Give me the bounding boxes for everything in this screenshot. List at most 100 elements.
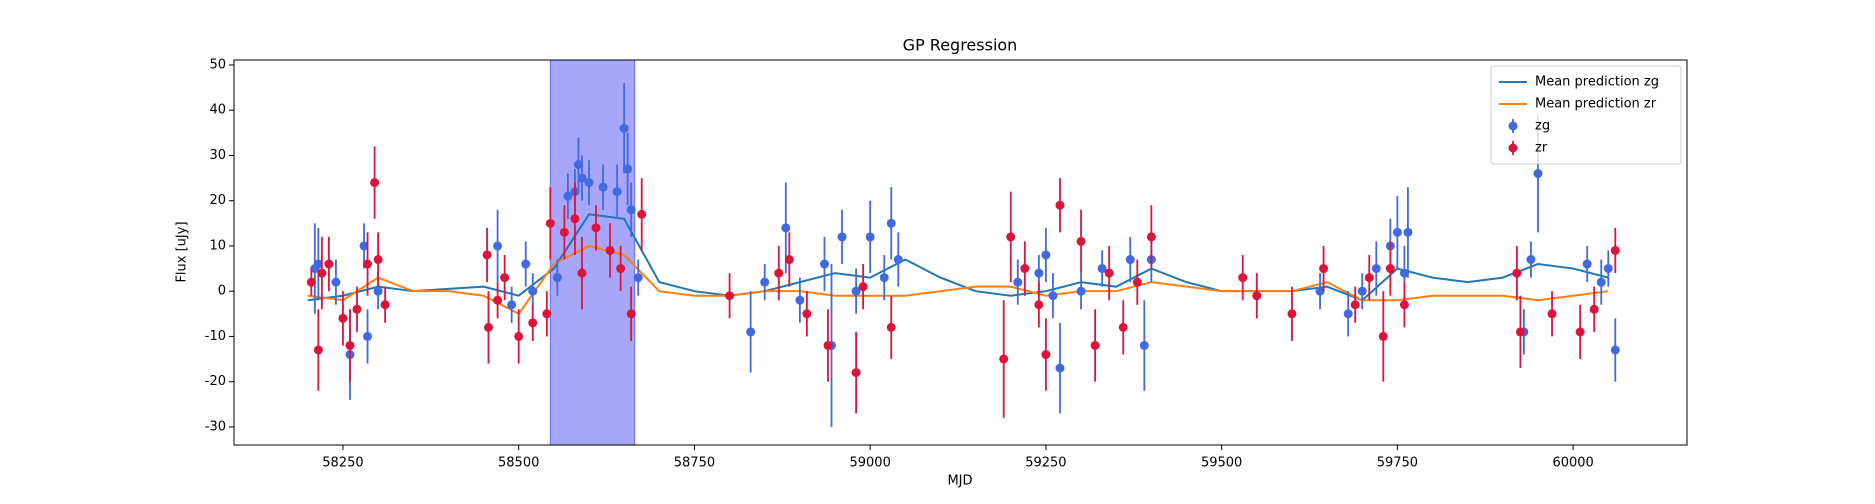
data-point <box>493 295 503 305</box>
data-point <box>577 268 587 278</box>
data-point <box>345 340 355 350</box>
data-point <box>879 273 889 283</box>
data-point <box>313 259 323 269</box>
data-point <box>483 322 493 332</box>
data-point <box>784 255 794 265</box>
data-point <box>1533 169 1543 179</box>
data-point <box>1104 268 1114 278</box>
data-point <box>1610 345 1620 355</box>
data-point <box>545 218 555 228</box>
data-point <box>616 264 626 274</box>
data-point <box>352 304 362 314</box>
legend-swatch <box>1508 143 1518 153</box>
data-point <box>573 160 583 170</box>
data-point <box>1589 304 1599 314</box>
data-point <box>893 255 903 265</box>
data-point <box>324 259 334 269</box>
data-point <box>886 322 896 332</box>
data-point <box>1547 309 1557 319</box>
y-tick-label: 30 <box>209 148 226 163</box>
data-point <box>725 291 735 301</box>
data-point <box>380 300 390 310</box>
data-point <box>370 178 380 188</box>
x-tick-label: 59500 <box>1201 456 1242 471</box>
data-point <box>626 309 636 319</box>
data-point <box>521 259 531 269</box>
y-tick-label: -10 <box>205 329 226 344</box>
legend-box <box>1490 65 1682 165</box>
data-point <box>1034 300 1044 310</box>
y-tick-label: -30 <box>205 419 226 434</box>
data-point <box>605 245 615 255</box>
data-point <box>612 187 622 197</box>
data-point <box>1020 264 1030 274</box>
data-point <box>1090 340 1100 350</box>
data-point <box>1076 286 1086 296</box>
data-point <box>552 273 562 283</box>
data-point <box>819 259 829 269</box>
legend-swatch <box>1508 121 1518 131</box>
data-point <box>493 241 503 251</box>
data-point <box>591 223 601 233</box>
data-point <box>1055 200 1065 210</box>
data-point <box>1515 327 1525 337</box>
data-point <box>528 318 538 328</box>
data-point <box>1146 232 1156 242</box>
data-point <box>363 331 373 341</box>
data-point <box>563 191 573 201</box>
data-point <box>1097 264 1107 274</box>
data-point <box>577 173 587 183</box>
data-point <box>331 277 341 287</box>
data-point <box>507 300 517 310</box>
y-tick-label: -20 <box>205 374 226 389</box>
data-point <box>1603 264 1613 274</box>
data-point <box>1319 264 1329 274</box>
data-point <box>317 268 327 278</box>
data-point <box>795 295 805 305</box>
y-tick-label: 50 <box>209 57 226 72</box>
x-tick-label: 59000 <box>849 456 890 471</box>
data-point <box>1013 277 1023 287</box>
data-point <box>1526 255 1536 265</box>
data-point <box>373 286 383 296</box>
data-point <box>760 277 770 287</box>
data-point <box>1357 286 1367 296</box>
data-point <box>363 259 373 269</box>
data-point <box>774 268 784 278</box>
data-point <box>338 313 348 323</box>
data-point <box>1403 227 1413 237</box>
y-tick-label: 40 <box>209 103 226 118</box>
data-point <box>1582 259 1592 269</box>
y-axis-label: Flux [uJy] <box>175 221 190 282</box>
x-tick-label: 58750 <box>674 456 715 471</box>
data-point <box>1238 273 1248 283</box>
data-point <box>1125 255 1135 265</box>
data-point <box>802 309 812 319</box>
legend-label: Mean prediction zr <box>1535 97 1657 112</box>
data-point <box>500 273 510 283</box>
y-tick-label: 10 <box>209 238 226 253</box>
data-point <box>1076 236 1086 246</box>
data-point <box>528 286 538 296</box>
x-tick-label: 59250 <box>1025 456 1066 471</box>
data-point <box>886 218 896 228</box>
data-point <box>1385 264 1395 274</box>
plot-frame <box>233 59 1688 446</box>
x-axis-label: MJD <box>947 474 972 489</box>
data-point <box>1315 286 1325 296</box>
data-point <box>598 182 608 192</box>
data-point <box>1392 227 1402 237</box>
data-point <box>1371 264 1381 274</box>
y-tick-label: 0 <box>218 284 226 299</box>
data-point <box>1006 232 1016 242</box>
data-point <box>1596 277 1606 287</box>
data-point <box>851 368 861 378</box>
data-point <box>858 282 868 292</box>
data-point <box>313 345 323 355</box>
data-point <box>623 164 633 174</box>
data-point <box>1350 300 1360 310</box>
data-point <box>1399 268 1409 278</box>
data-point <box>1118 322 1128 332</box>
data-point <box>1041 350 1051 360</box>
